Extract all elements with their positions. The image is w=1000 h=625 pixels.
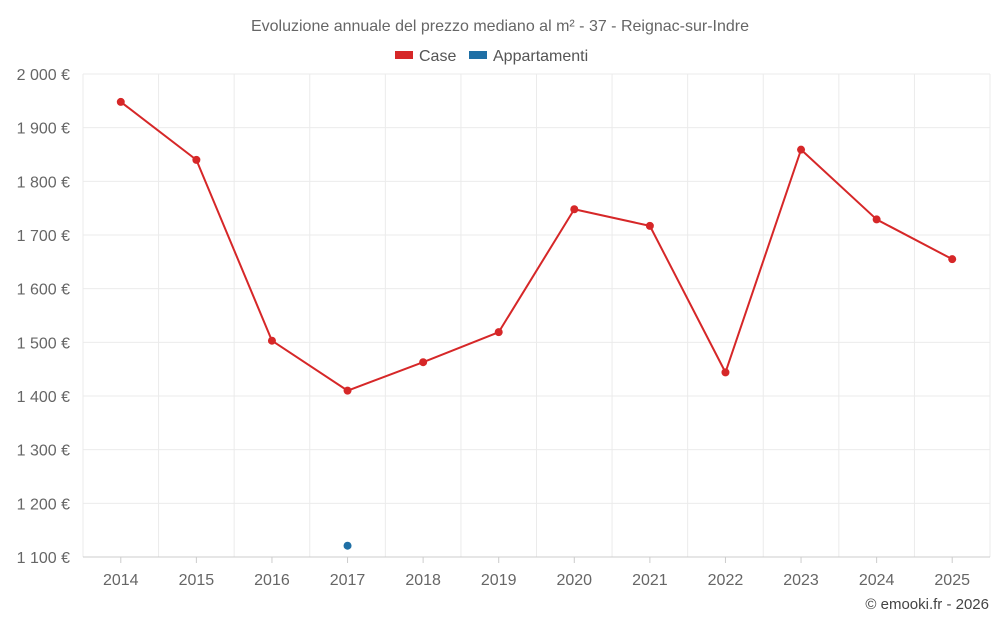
- series: [116, 97, 957, 550]
- gridlines: [82, 73, 991, 557]
- y-tick-label: 1 500 €: [17, 335, 70, 352]
- data-point-case-2019[interactable]: [494, 328, 503, 337]
- y-tick-label: 1 200 €: [17, 496, 70, 513]
- x-tick-label: 2020: [556, 572, 592, 589]
- legend-label-appartamenti: Appartamenti: [493, 48, 588, 65]
- data-point-case-2022[interactable]: [721, 368, 730, 377]
- y-tick-label: 1 700 €: [17, 228, 70, 245]
- legend-swatch-case: [395, 51, 413, 59]
- data-point-appartamenti-2017[interactable]: [343, 541, 352, 550]
- data-point-case-2025[interactable]: [948, 255, 957, 264]
- data-point-case-2023[interactable]: [797, 145, 806, 154]
- x-tick-label: 2015: [179, 572, 215, 589]
- data-point-case-2021[interactable]: [645, 221, 654, 230]
- y-tick-label: 1 100 €: [17, 550, 70, 567]
- data-point-case-2024[interactable]: [872, 215, 881, 224]
- y-tick-label: 1 400 €: [17, 389, 70, 406]
- y-tick-label: 1 900 €: [17, 121, 70, 138]
- data-point-case-2014[interactable]: [116, 97, 125, 106]
- y-tick-label: 1 800 €: [17, 174, 70, 191]
- y-tick-label: 1 600 €: [17, 282, 70, 299]
- data-point-case-2020[interactable]: [570, 205, 579, 214]
- x-tick-label: 2022: [708, 572, 744, 589]
- y-tick-label: 2 000 €: [17, 67, 70, 84]
- data-point-case-2016[interactable]: [267, 336, 276, 345]
- chart-title: Evoluzione annuale del prezzo mediano al…: [251, 18, 749, 35]
- data-point-case-2015[interactable]: [192, 155, 201, 164]
- axes: 1 100 € 1 200 € 1 300 € 1 400 € 1 500 € 1 600…: [17, 67, 990, 589]
- legend-label-case: Case: [419, 48, 456, 65]
- x-tick-label: 2017: [330, 572, 366, 589]
- legend-item-appartamenti[interactable]: Appartamenti: [469, 48, 588, 65]
- x-tick-label: 2024: [859, 572, 895, 589]
- legend-swatch-appartamenti: [469, 51, 487, 59]
- y-tick-label: 1 300 €: [17, 443, 70, 460]
- x-tick-label: 2018: [405, 572, 441, 589]
- credit: © emooki.fr - 2026: [865, 596, 989, 613]
- legend-item-case[interactable]: Case: [395, 48, 456, 65]
- x-tick-label: 2014: [103, 572, 139, 589]
- data-point-case-2018[interactable]: [419, 358, 428, 367]
- legend: Case Appartamenti: [395, 48, 588, 65]
- x-tick-label: 2019: [481, 572, 517, 589]
- data-point-case-2017[interactable]: [343, 386, 352, 395]
- x-tick-label: 2016: [254, 572, 290, 589]
- x-tick-label: 2025: [934, 572, 970, 589]
- x-tick-label: 2023: [783, 572, 819, 589]
- series-line-case: [120, 101, 953, 392]
- x-tick-label: 2021: [632, 572, 668, 589]
